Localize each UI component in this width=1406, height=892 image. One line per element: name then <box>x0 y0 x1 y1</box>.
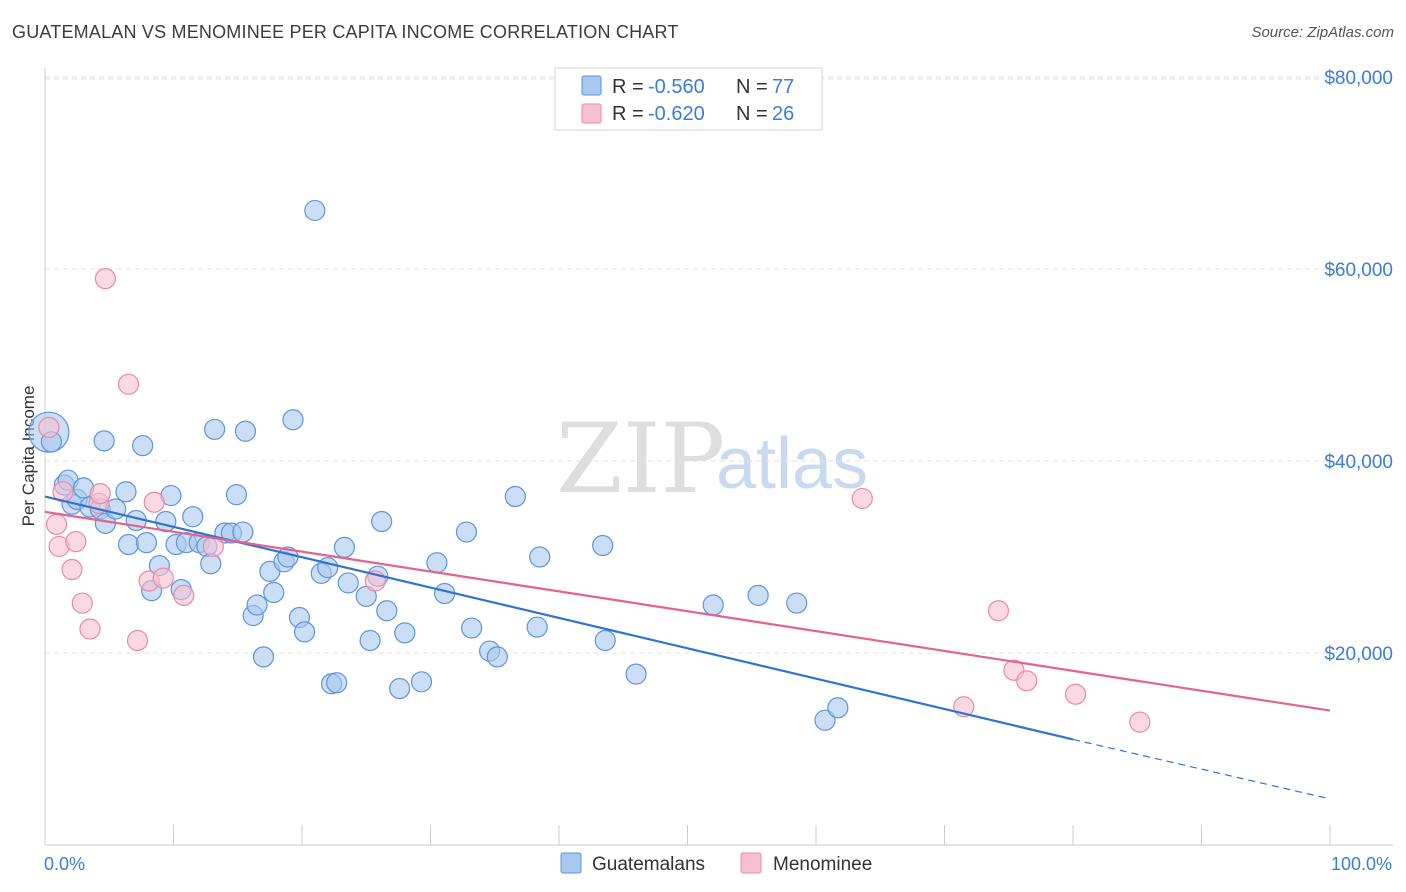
legend-swatch-guatemalans <box>581 75 602 96</box>
guatemalans-point-56 <box>389 677 411 700</box>
guatemalans-point-12 <box>115 481 137 503</box>
bottom-legend-swatch-menominee <box>740 852 762 874</box>
guatemalans-point-33 <box>234 420 257 442</box>
guatemalans-trendline-extension <box>1072 738 1331 800</box>
menominee-point-14 <box>143 491 165 513</box>
guatemalans-point-67 <box>529 546 551 568</box>
guatemalans-point-66 <box>526 616 548 638</box>
guatemalans-point-64 <box>486 646 508 668</box>
guatemalans-point-55 <box>376 600 398 622</box>
guatemalans-point-44 <box>304 199 326 222</box>
legend-n-label-2: N = <box>736 103 768 125</box>
guatemalans-point-62 <box>461 617 483 639</box>
menominee-point-7 <box>79 618 101 640</box>
guatemalans-point-24 <box>182 506 204 528</box>
guatemalans-point-73 <box>786 592 808 614</box>
menominee-trendline <box>44 510 1331 712</box>
guatemalans-point-43 <box>293 621 316 643</box>
menominee-point-23 <box>1016 670 1038 692</box>
gridlines <box>45 76 1393 654</box>
menominee-point-24 <box>1064 683 1087 705</box>
guatemalans-point-31 <box>225 484 248 506</box>
x-axis-ticks <box>44 825 1331 845</box>
menominee-point-25 <box>1129 711 1151 733</box>
guatemalans-point-58 <box>410 671 433 693</box>
menominee-point-15 <box>152 567 174 589</box>
source-label: Source: ZipAtlas.com <box>1251 24 1394 41</box>
legend-swatch-menominee <box>581 103 602 124</box>
watermark-zip: ZIP <box>556 403 725 515</box>
guatemalans-point-38 <box>263 581 285 604</box>
guatemalans-point-61 <box>455 521 478 543</box>
guatemalans-point-10 <box>93 430 115 452</box>
guatemalans-point-65 <box>504 485 526 508</box>
menominee-point-5 <box>65 531 87 553</box>
guatemalans-point-72 <box>747 584 769 607</box>
guatemalans-point-32 <box>232 521 254 543</box>
y-tick-label-20000: $20,000 <box>1324 644 1393 665</box>
y-tick-label-60000: $60,000 <box>1324 260 1393 281</box>
y-tick-label-80000: $80,000 <box>1324 68 1393 89</box>
guatemalans-point-54 <box>371 510 393 533</box>
menominee-point-4 <box>61 558 83 581</box>
guatemalans-point-13 <box>117 533 140 556</box>
x-tick-label-max: 100.0% <box>1331 854 1392 874</box>
legend-r-label-2: R = <box>612 103 644 125</box>
guatemalans-point-49 <box>333 536 356 559</box>
guatemalans-point-36 <box>252 646 275 668</box>
x-tick-label-min: 0.0% <box>44 854 85 874</box>
series-legend: Guatemalans Menominee <box>560 852 872 875</box>
y-axis-label: Per Capita Income <box>19 386 38 527</box>
y-tick-label-40000: $40,000 <box>1324 452 1393 473</box>
legend-r-value-1: -0.560 <box>648 76 705 98</box>
watermark-atlas: atlas <box>716 424 868 504</box>
menominee-points <box>38 268 1151 733</box>
guatemalans-point-16 <box>135 531 158 554</box>
guatemalans-point-75 <box>827 697 849 719</box>
legend-n-value-2: 26 <box>772 103 794 125</box>
legend-n-value-1: 77 <box>772 76 794 98</box>
correlation-legend: R = -0.560 N = 77 R = -0.620 N = 26 <box>554 67 823 131</box>
legend-n-label-1: N = <box>736 76 768 98</box>
menominee-point-1 <box>45 513 68 535</box>
guatemalans-point-35 <box>246 594 268 616</box>
chart-title: GUATEMALAN VS MENOMINEE PER CAPITA INCOM… <box>12 22 679 42</box>
guatemalans-point-48 <box>326 672 348 694</box>
menominee-point-21 <box>987 600 1010 622</box>
menominee-point-0 <box>38 416 60 438</box>
y-tick-labels: $20,000 $40,000 $60,000 $80,000 <box>1324 68 1393 665</box>
bottom-legend-swatch-guatemalans <box>560 852 582 874</box>
bottom-legend-label-menominee: Menominee <box>773 854 872 875</box>
guatemalans-point-71 <box>702 594 724 616</box>
guatemalans-point-59 <box>426 552 448 574</box>
guatemalans-point-70 <box>625 663 647 685</box>
menominee-point-11 <box>117 373 140 395</box>
trendlines <box>44 495 1331 800</box>
menominee-point-16 <box>173 584 195 607</box>
guatemalans-point-15 <box>132 435 154 457</box>
guatemalans-point-69 <box>594 629 616 652</box>
bottom-legend-label-guatemalans: Guatemalans <box>592 854 705 875</box>
legend-r-value-2: -0.620 <box>648 103 705 125</box>
menominee-point-9 <box>89 483 111 505</box>
guatemalans-points <box>28 199 849 731</box>
menominee-point-10 <box>94 268 116 290</box>
menominee-point-19 <box>851 487 873 510</box>
guatemalans-point-52 <box>359 629 381 652</box>
guatemalans-point-41 <box>282 409 304 431</box>
guatemalans-point-68 <box>592 534 614 557</box>
guatemalans-point-50 <box>337 572 359 594</box>
menominee-point-12 <box>126 629 149 652</box>
legend-r-label-1: R = <box>612 76 644 98</box>
guatemalans-point-74 <box>814 709 836 731</box>
menominee-point-6 <box>71 592 93 614</box>
guatemalans-trendline <box>44 495 1074 741</box>
guatemalans-point-28 <box>204 418 226 440</box>
guatemalans-point-57 <box>394 622 416 644</box>
